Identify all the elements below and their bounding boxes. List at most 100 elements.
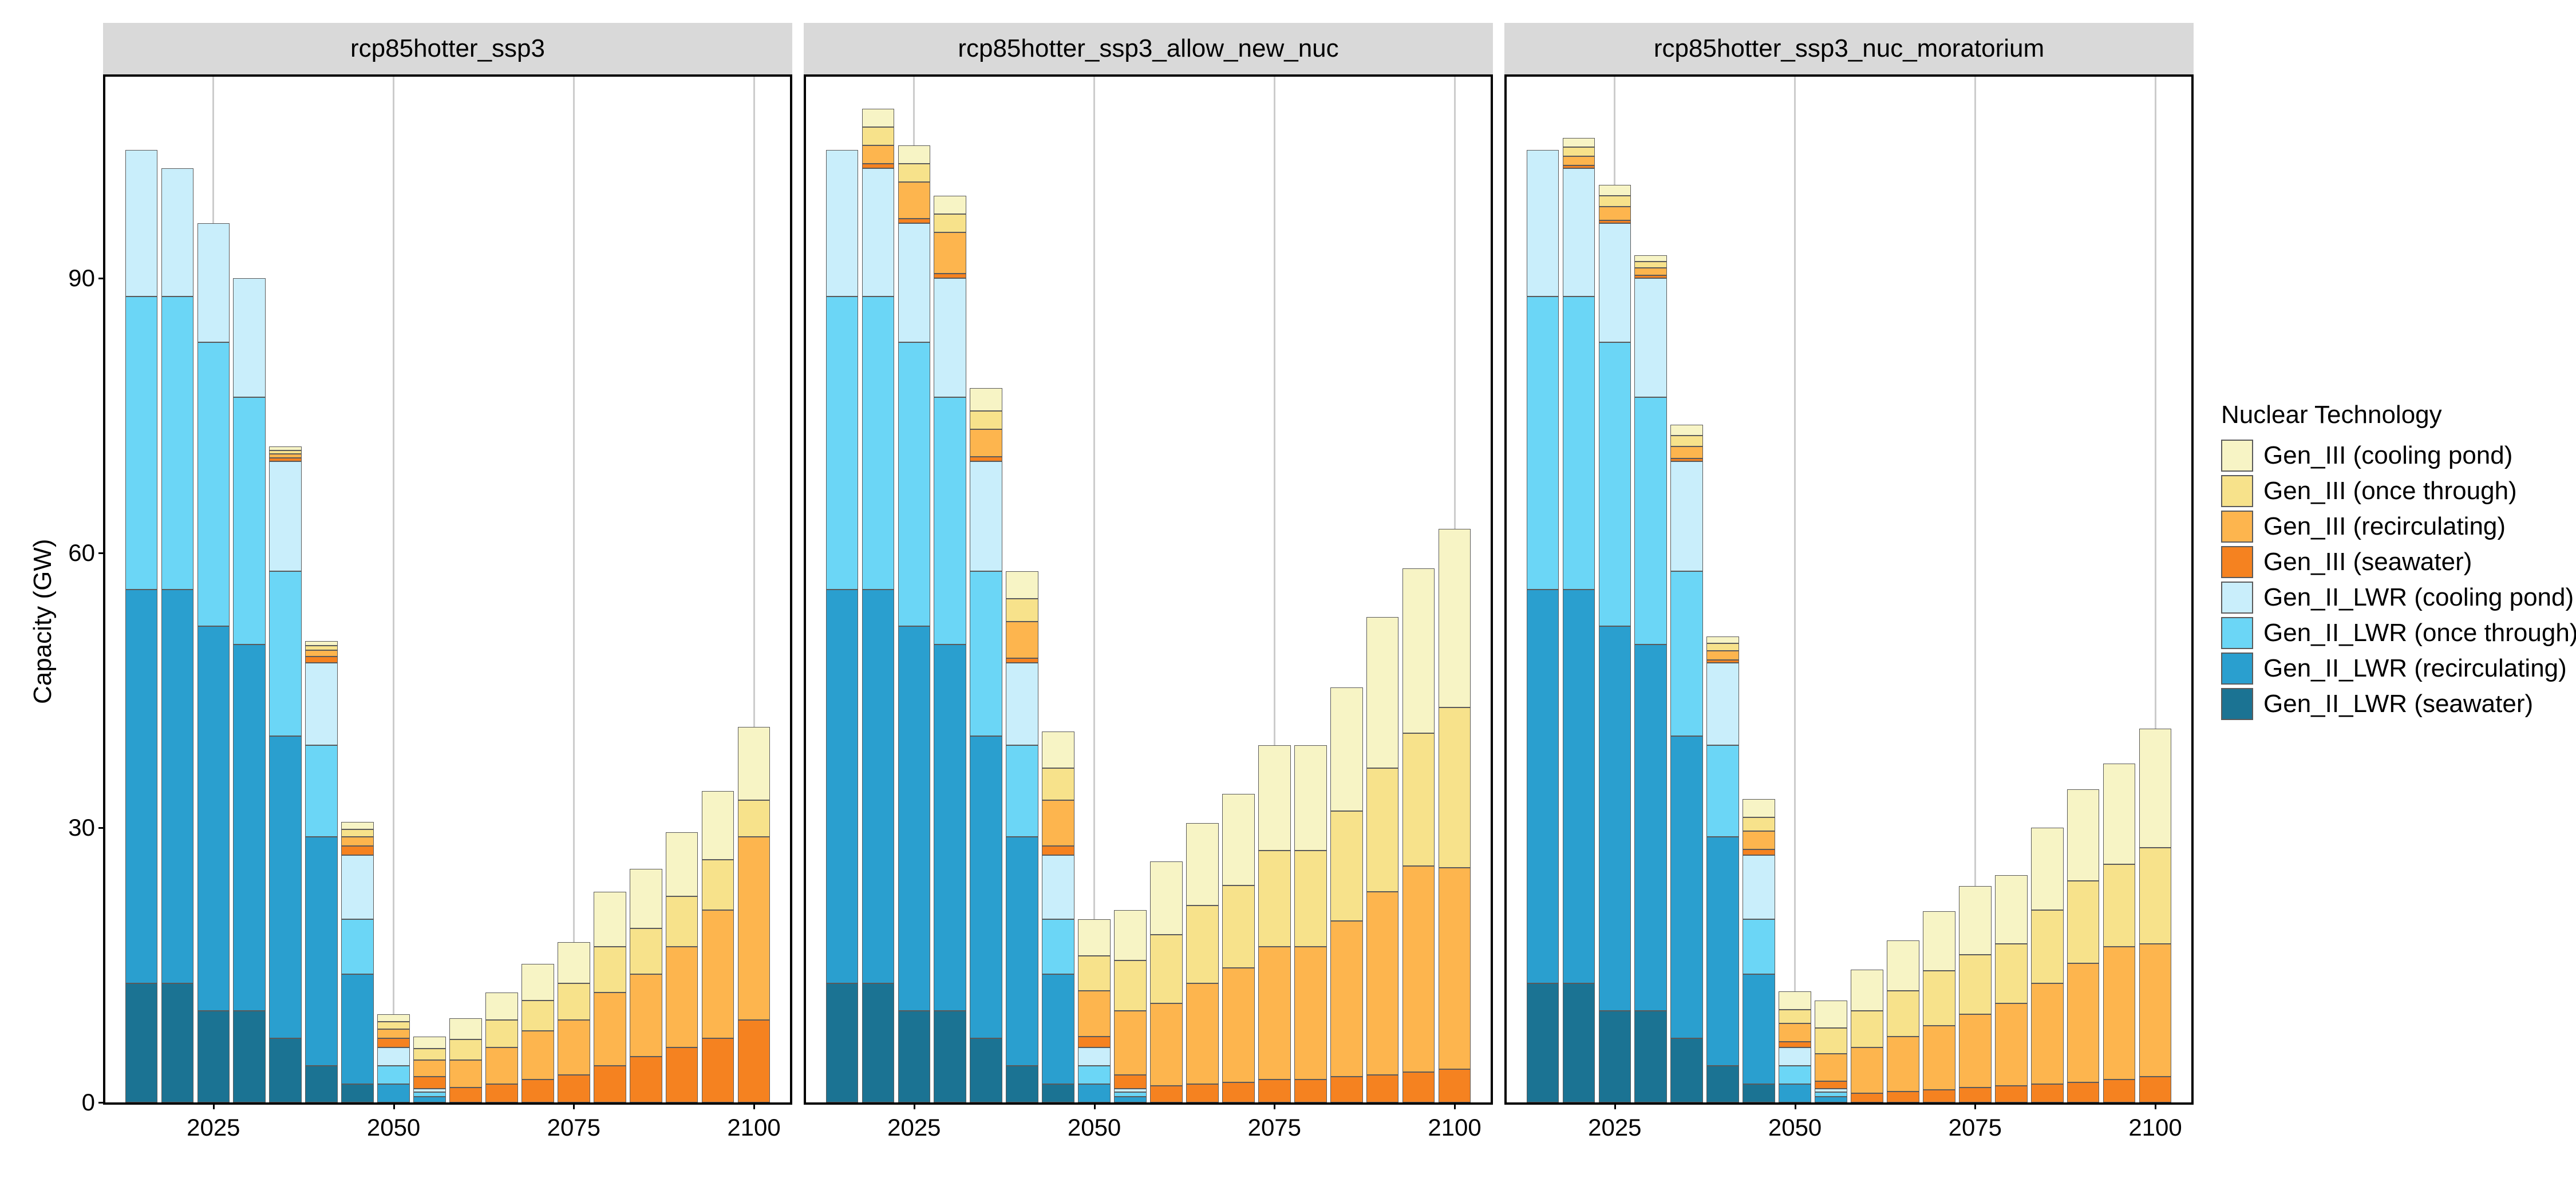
bar-segment — [898, 1011, 931, 1102]
bar-segment — [377, 1084, 410, 1102]
bar-segment — [341, 974, 374, 1084]
bar-segment — [1959, 955, 1992, 1014]
bar-segment — [1851, 970, 1883, 1011]
bar-segment — [970, 411, 1002, 429]
legend-swatch — [2221, 653, 2253, 685]
bar-segment — [269, 450, 302, 454]
bar-segment — [1815, 1001, 1847, 1028]
bar-segment — [1150, 935, 1183, 1003]
bar-segment — [1078, 956, 1111, 991]
bar-segment — [898, 223, 931, 342]
bar-segment — [1923, 1026, 1955, 1090]
legend-label: Gen_II_LWR (cooling pond) — [2263, 583, 2574, 612]
bar-segment — [125, 983, 158, 1102]
bar-segment — [2103, 864, 2136, 947]
bar-segment — [413, 1037, 446, 1049]
bar-segment — [1779, 1042, 1811, 1047]
legend-item: Gen_II_LWR (recirculating) — [2221, 653, 2576, 685]
bar-segment — [341, 846, 374, 855]
bar-segment — [1258, 1080, 1291, 1102]
plot-area: 03060902025205020752100 — [103, 74, 792, 1105]
bar-segment — [630, 869, 662, 928]
bar-segment — [1815, 1089, 1847, 1092]
bar-segment — [1923, 1090, 1955, 1102]
bar-segment — [1670, 736, 1703, 1038]
bar-segment — [862, 168, 895, 296]
bar-segment — [377, 1014, 410, 1022]
x-tick-label: 2050 — [1068, 1102, 1121, 1141]
bar-segment — [1258, 947, 1291, 1080]
bar-segment — [485, 1084, 518, 1102]
bar-segment — [1330, 811, 1363, 921]
bar-segment — [1078, 919, 1111, 956]
bar-segment — [449, 1060, 482, 1088]
bar-segment — [1114, 1089, 1147, 1092]
bar-segment — [1222, 1082, 1255, 1102]
bar-segment — [1743, 831, 1775, 849]
bar-segment — [1634, 275, 1667, 278]
bar-segment — [1527, 983, 1559, 1102]
bar-segment — [666, 896, 698, 947]
bar-segment — [1150, 861, 1183, 935]
bar-segment — [2067, 963, 2100, 1082]
bar-segment — [1599, 342, 1631, 626]
bar-segment — [970, 736, 1002, 1038]
bar-segment — [862, 590, 895, 983]
bar-segment — [826, 150, 859, 296]
bar-segment — [1330, 921, 1363, 1077]
bar-segment — [1186, 906, 1219, 983]
bar-segment — [2139, 848, 2172, 944]
bar-segment — [377, 1066, 410, 1084]
bar-segment — [2103, 947, 2136, 1080]
bar-segment — [197, 626, 230, 1011]
x-tick-label: 2050 — [1768, 1102, 1822, 1141]
bar-segment — [1222, 794, 1255, 885]
bar-segment — [1150, 1086, 1183, 1102]
bar-segment — [1851, 1011, 1883, 1047]
bar-segment — [1563, 165, 1595, 168]
bar-segment — [934, 645, 966, 1011]
bar-segment — [1706, 1066, 1739, 1102]
bar-segment — [197, 1011, 230, 1102]
bar-segment — [269, 458, 302, 461]
bar-segment — [1670, 436, 1703, 446]
legend-label: Gen_II_LWR (recirculating) — [2263, 654, 2567, 683]
y-tick-label: 30 — [68, 814, 105, 841]
legend-label: Gen_III (recirculating) — [2263, 512, 2506, 541]
bar-segment — [377, 1038, 410, 1047]
legend-label: Gen_II_LWR (seawater) — [2263, 690, 2533, 718]
bar-segment — [1042, 732, 1074, 768]
bar-segment — [826, 983, 859, 1102]
legend-item: Gen_II_LWR (cooling pond) — [2221, 582, 2576, 614]
bar-segment — [898, 626, 931, 1011]
bar-segment — [1670, 1038, 1703, 1102]
bar-segment — [630, 1057, 662, 1102]
bar-segment — [197, 342, 230, 626]
bar-segment — [1186, 823, 1219, 906]
bar-segment — [1779, 1047, 1811, 1066]
bar-segment — [1815, 1028, 1847, 1054]
bar-segment — [1114, 1011, 1147, 1075]
bar-segment — [1006, 571, 1038, 599]
bar-segment — [1779, 991, 1811, 1010]
bar-segment — [377, 1022, 410, 1029]
bar-segment — [702, 910, 734, 1038]
bar-segment — [970, 571, 1002, 736]
bar-segment — [826, 296, 859, 590]
bar-segment — [738, 837, 771, 1020]
bar-segment — [1599, 1011, 1631, 1102]
legend-item: Gen_III (seawater) — [2221, 546, 2576, 578]
bar-segment — [1042, 919, 1074, 974]
bar-segment — [1959, 1088, 1992, 1102]
bar-segment — [1743, 919, 1775, 974]
facet-panel: rcp85hotter_ssp3_allow_new_nuc2025205020… — [804, 23, 1493, 1105]
bar-segment — [1294, 745, 1327, 851]
bar-segment — [305, 745, 338, 837]
bar-segment — [161, 590, 194, 983]
x-tick-label: 2075 — [1949, 1102, 2002, 1141]
bar-segment — [1634, 1011, 1667, 1102]
bar-segment — [898, 182, 931, 219]
bar-segment — [305, 663, 338, 745]
bar-segment — [1706, 651, 1739, 660]
y-tick-label: 90 — [68, 264, 105, 292]
